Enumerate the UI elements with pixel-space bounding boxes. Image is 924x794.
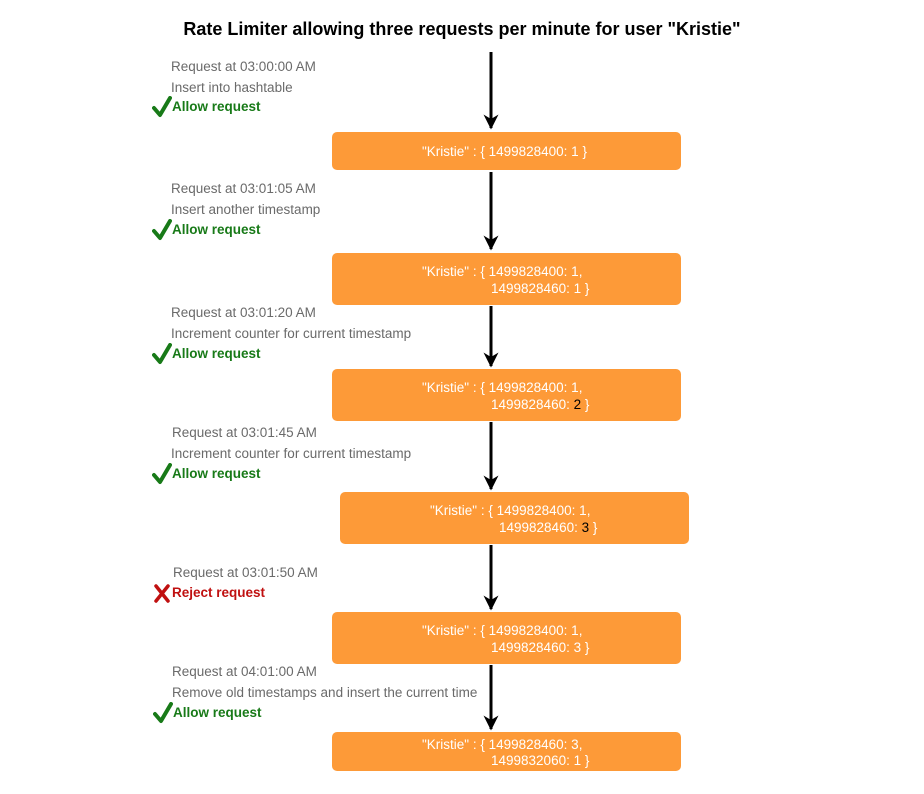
box-line-1: "Kristie" : { 1499828400: 1 } <box>422 144 587 159</box>
hashtable-box: "Kristie" : { 1499828400: 1 } <box>332 132 681 170</box>
check-icon <box>152 343 172 364</box>
box-line-2: 1499832060: 1 } <box>491 753 590 768</box>
count-value: 2 <box>573 397 582 412</box>
hashtable-box: "Kristie" : { 1499828460: 3, 1499832060:… <box>332 732 681 771</box>
count-value: 3 <box>573 640 582 655</box>
count-value: 1 <box>573 281 582 296</box>
diagram-title: Rate Limiter allowing three requests per… <box>183 19 741 39</box>
box-line-1: "Kristie" : { 1499828460: 3, <box>422 737 583 752</box>
hashtable-box: "Kristie" : { 1499828400: 1, 1499828460:… <box>332 253 681 305</box>
action-note: Remove old timestamps and insert the cur… <box>172 685 478 700</box>
request-time: Request at 03:01:20 AM <box>171 305 316 320</box>
box-line-2: 1499828460: 3 } <box>499 520 598 535</box>
verdict-reject: Reject request <box>172 585 266 600</box>
verdict-allow: Allow request <box>172 99 261 114</box>
cross-icon <box>154 584 170 603</box>
hashtable-box: "Kristie" : { 1499828400: 1, 1499828460:… <box>332 612 681 664</box>
action-note: Increment counter for current timestamp <box>171 326 412 341</box>
request-time: Request at 03:01:45 AM <box>172 425 317 440</box>
verdict-allow: Allow request <box>172 346 261 361</box>
request-time: Request at 04:01:00 AM <box>172 664 317 679</box>
box-line-2: 1499828460: 1 } <box>491 281 590 296</box>
check-icon <box>152 219 172 240</box>
verdict-allow: Allow request <box>172 222 261 237</box>
check-icon <box>152 463 172 484</box>
verdict-allow: Allow request <box>173 705 262 720</box>
request-time: Request at 03:00:00 AM <box>171 59 316 74</box>
box-line-2: 1499828460: 2 } <box>491 397 590 412</box>
action-note: Insert into hashtable <box>171 80 293 95</box>
action-note: Increment counter for current timestamp <box>171 446 412 461</box>
count-value: 3 <box>581 520 590 535</box>
hashtable-box: "Kristie" : { 1499828400: 1, 1499828460:… <box>340 492 689 544</box>
request-time: Request at 03:01:50 AM <box>173 565 318 580</box>
hashtable-box: "Kristie" : { 1499828400: 1, 1499828460:… <box>332 369 681 421</box>
box-line-2: 1499828460: 3 } <box>491 640 590 655</box>
box-line-1: "Kristie" : { 1499828400: 1, <box>422 380 583 395</box>
box-line-1: "Kristie" : { 1499828400: 1, <box>422 264 583 279</box>
action-note: Insert another timestamp <box>171 202 321 217</box>
box-line-1: "Kristie" : { 1499828400: 1, <box>430 503 591 518</box>
verdict-allow: Allow request <box>172 466 261 481</box>
check-icon <box>153 702 173 723</box>
count-value: 1 <box>573 753 582 768</box>
box-line-1: "Kristie" : { 1499828400: 1, <box>422 623 583 638</box>
request-time: Request at 03:01:05 AM <box>171 181 316 196</box>
check-icon <box>152 96 172 117</box>
